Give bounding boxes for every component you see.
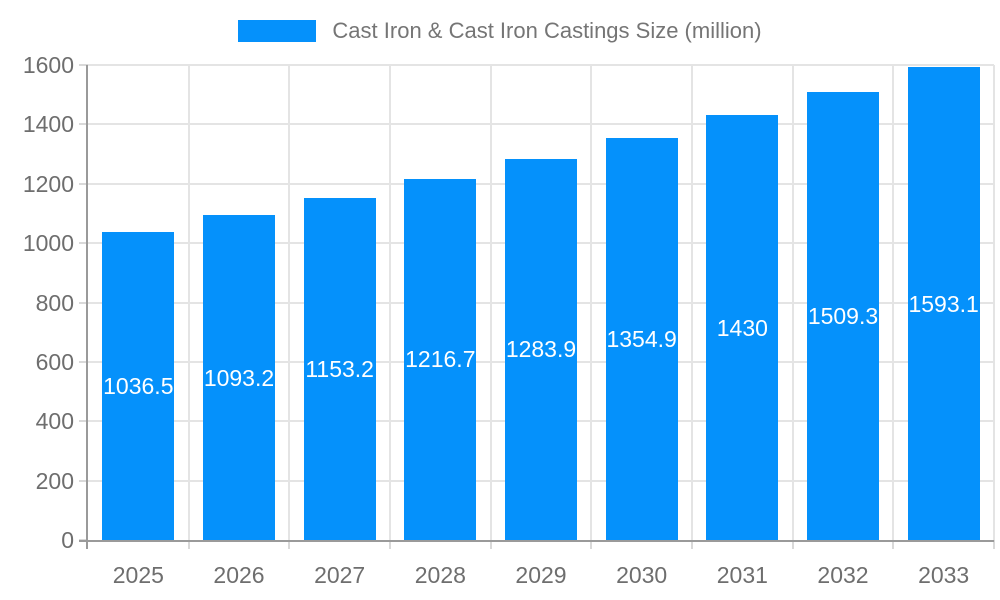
y-axis-label: 0 <box>61 527 74 553</box>
bar-value-label: 1593.1 <box>908 290 979 317</box>
x-axis-line <box>79 540 994 542</box>
bar <box>907 67 980 540</box>
gridline-vertical <box>187 65 190 540</box>
bar-value-label: 1509.3 <box>807 302 879 329</box>
x-axis-label: 2030 <box>616 562 668 588</box>
y-axis-label: 1000 <box>22 230 74 257</box>
y-axis-label: 400 <box>35 408 74 435</box>
x-axis-tick <box>993 540 995 549</box>
y-axis-label: 1400 <box>22 111 74 138</box>
bar <box>404 178 477 540</box>
bar <box>303 197 376 540</box>
y-axis-line <box>86 65 88 549</box>
bar-value-label: 1036.5 <box>103 373 174 400</box>
legend-label: Cast Iron & Cast Iron Castings Size (mil… <box>332 18 762 43</box>
bar-value-label: 1354.9 <box>606 325 677 352</box>
y-axis-label: 200 <box>35 467 74 494</box>
bar-value-label: 1216.7 <box>405 346 476 373</box>
x-axis-label: 2029 <box>515 562 567 588</box>
bar-value-label: 1430 <box>716 314 768 341</box>
bar-value-label: 1093.2 <box>203 364 275 391</box>
bar <box>706 115 779 540</box>
legend-swatch <box>238 20 317 42</box>
gridline-vertical <box>288 65 291 540</box>
x-axis-label: 2033 <box>918 562 970 588</box>
x-axis-label: 2026 <box>213 562 265 588</box>
y-axis-tick <box>79 420 88 423</box>
x-axis-tick <box>691 540 693 549</box>
y-axis-label: 1200 <box>22 170 74 197</box>
x-axis-tick <box>187 540 190 549</box>
gridline-vertical <box>691 65 693 540</box>
x-axis-tick <box>590 540 593 549</box>
x-axis-tick <box>489 540 492 549</box>
bar-value-label: 1283.9 <box>505 336 577 363</box>
gridline-horizontal <box>88 123 994 126</box>
y-axis-tick <box>79 301 88 304</box>
gridline-vertical <box>993 65 995 540</box>
gridline-vertical <box>389 65 391 540</box>
x-axis-label: 2031 <box>716 562 768 588</box>
y-axis-label: 600 <box>35 348 74 375</box>
gridline-horizontal <box>88 64 994 66</box>
bar <box>807 91 879 540</box>
bar <box>203 215 275 540</box>
x-axis-tick <box>791 540 794 549</box>
gridline-vertical <box>489 65 492 540</box>
y-axis-tick <box>79 64 88 66</box>
x-axis-label: 2027 <box>314 562 366 588</box>
y-axis-label: 800 <box>35 289 74 316</box>
bar <box>102 232 175 540</box>
x-axis-tick <box>288 540 291 549</box>
x-axis-tick <box>389 540 391 549</box>
gridline-vertical <box>791 65 794 540</box>
x-axis-tick <box>892 540 895 549</box>
gridline-vertical <box>892 65 895 540</box>
x-axis-label: 2028 <box>414 562 466 588</box>
y-axis-tick <box>79 479 88 482</box>
bar <box>505 158 577 540</box>
y-axis-tick <box>79 182 88 185</box>
x-axis-label: 2025 <box>112 562 164 588</box>
bar <box>605 137 678 540</box>
gridline-vertical <box>590 65 593 540</box>
legend: Cast Iron & Cast Iron Castings Size (mil… <box>0 18 1000 44</box>
y-axis-label: 1600 <box>22 52 74 78</box>
y-axis-tick <box>79 360 88 363</box>
y-axis-tick <box>79 123 88 126</box>
x-axis-label: 2032 <box>817 562 869 588</box>
bar-value-label: 1153.2 <box>305 355 374 382</box>
y-axis-tick <box>79 242 88 245</box>
